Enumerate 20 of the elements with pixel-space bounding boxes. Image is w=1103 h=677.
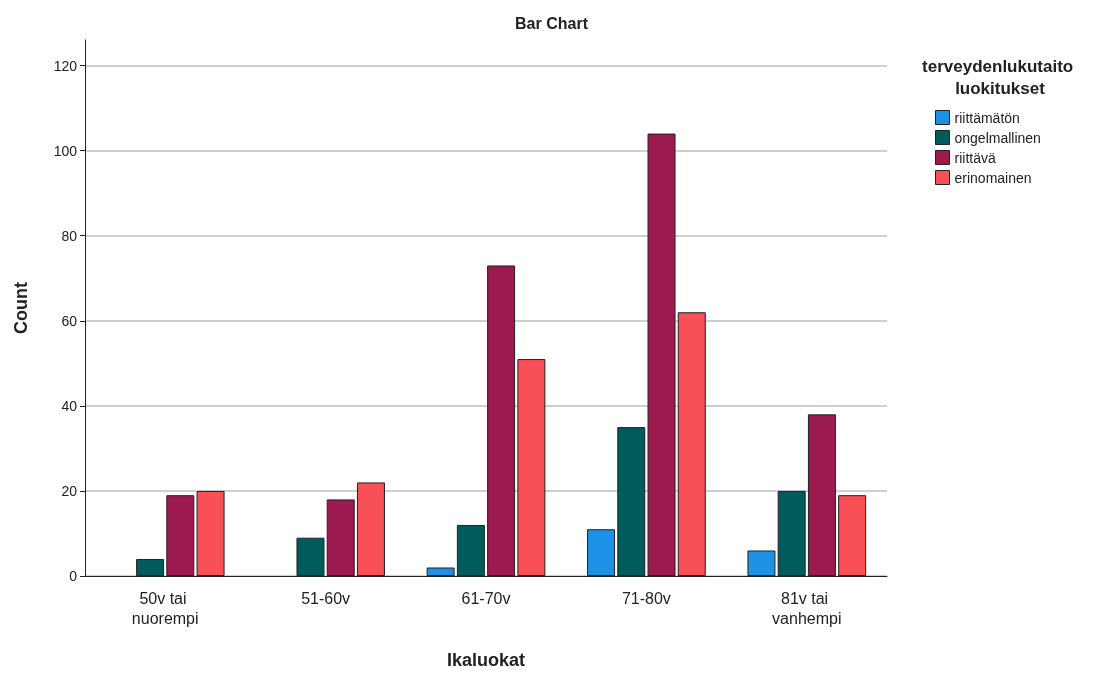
y-tick-label: 40 [61, 397, 78, 414]
chart-title: Bar Chart [515, 14, 589, 32]
legend-label: ongelmallinen [954, 129, 1041, 146]
legend-label: riittämätön [954, 109, 1020, 126]
y-tick-label: 80 [61, 227, 78, 244]
y-tick-label: 100 [53, 142, 78, 159]
x-tick-label: 61-70v [461, 589, 511, 607]
x-tick-label: 51-60v [301, 589, 351, 607]
x-tick-label: 81v tai vanhempi [772, 589, 842, 627]
y-tick-label: 60 [61, 312, 78, 329]
x-tick-label: 71-80v [621, 589, 671, 607]
y-tick-label: 120 [53, 57, 78, 74]
legend-label: erinomainen [954, 169, 1032, 186]
x-tick-label: 50v tai nuorempi [131, 589, 199, 627]
x-axis-title: Ikaluokat [446, 650, 526, 670]
legend-title: terveydenlukutaito luokitukset [922, 56, 1078, 98]
y-tick-label: 0 [69, 568, 78, 584]
y-axis-title: Count [11, 282, 31, 334]
y-tick-label: 20 [61, 482, 78, 499]
legend-label: riittävä [954, 149, 996, 166]
